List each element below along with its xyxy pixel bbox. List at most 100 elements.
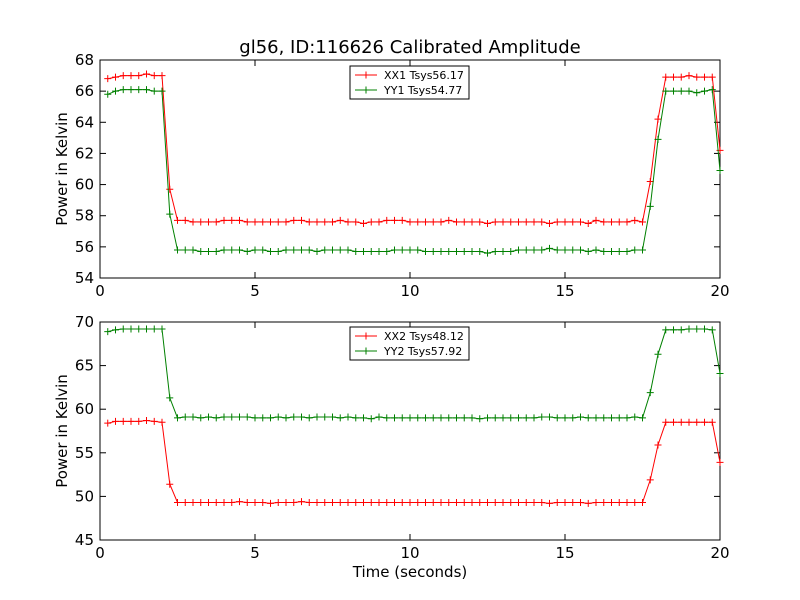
- data-point: [282, 414, 290, 422]
- data-point: [375, 218, 383, 226]
- y-tick-label: 45: [75, 531, 94, 549]
- data-point: [321, 246, 329, 254]
- data-point: [677, 73, 685, 81]
- x-tick-label: 10: [400, 544, 419, 562]
- y-tick-label: 68: [75, 51, 94, 69]
- data-point: [670, 73, 677, 81]
- data-point: [677, 87, 685, 95]
- data-point: [437, 499, 445, 507]
- data-point: [197, 414, 205, 422]
- data-point: [546, 413, 553, 421]
- data-point: [577, 413, 584, 421]
- data-point: [592, 216, 600, 224]
- data-point: [360, 499, 367, 507]
- data-point: [507, 499, 515, 507]
- data-point: [251, 218, 259, 226]
- data-point: [708, 86, 716, 94]
- x-tick-label: 20: [710, 282, 729, 300]
- data-point: [608, 218, 615, 226]
- data-point: [236, 216, 243, 224]
- data-point: [313, 248, 321, 256]
- data-point: [298, 246, 305, 254]
- data-point: [468, 218, 476, 226]
- y-tick-label: 70: [75, 313, 94, 331]
- x-tick-label: 20: [710, 544, 729, 562]
- data-point: [150, 417, 158, 425]
- data-point: [561, 499, 569, 507]
- data-point: [321, 218, 329, 226]
- data-point: [119, 417, 127, 425]
- data-point: [422, 248, 429, 256]
- data-point: [119, 86, 127, 94]
- data-point: [468, 499, 476, 507]
- data-point: [530, 414, 538, 422]
- data-point: [522, 499, 530, 507]
- data-point: [127, 325, 135, 333]
- data-point: [367, 248, 375, 256]
- data-point: [360, 414, 367, 422]
- data-point: [290, 216, 298, 224]
- y-tick-label: 62: [75, 144, 94, 162]
- data-point: [127, 417, 135, 425]
- data-point: [282, 246, 290, 254]
- data-point: [499, 499, 507, 507]
- data-point: [546, 220, 553, 227]
- data-point: [367, 218, 375, 226]
- data-point: [143, 325, 150, 333]
- bottom-plot-ylabel: Power in Kelvin: [53, 374, 71, 488]
- data-point: [499, 414, 507, 422]
- data-point: [104, 419, 112, 427]
- data-point: [375, 499, 383, 507]
- data-point: [654, 441, 662, 449]
- data-point: [329, 499, 336, 507]
- data-point: [127, 72, 135, 80]
- data-point: [561, 246, 569, 254]
- data-point: [398, 246, 406, 254]
- data-point: [422, 414, 429, 422]
- data-point: [693, 89, 701, 97]
- data-point: [220, 216, 228, 224]
- data-point: [236, 246, 243, 254]
- data-point: [375, 248, 383, 256]
- data-point: [158, 418, 166, 426]
- data-point: [600, 248, 608, 256]
- data-point: [127, 86, 135, 94]
- data-point: [205, 499, 212, 507]
- data-point: [135, 72, 143, 80]
- data-point: [336, 216, 344, 224]
- data-point: [639, 246, 646, 254]
- y-tick-label: 55: [75, 444, 94, 462]
- data-point: [158, 72, 166, 80]
- data-point: [693, 418, 701, 426]
- data-point: [414, 414, 422, 422]
- data-point: [515, 414, 522, 422]
- data-point: [166, 210, 174, 218]
- data-point: [150, 87, 158, 95]
- data-point: [515, 499, 522, 507]
- data-point: [708, 326, 716, 334]
- data-point: [569, 414, 577, 422]
- data-point: [243, 499, 251, 507]
- legend-label: YY2 Tsys57.92: [383, 345, 462, 358]
- data-point: [670, 87, 677, 95]
- data-point: [112, 87, 119, 95]
- data-point: [577, 499, 584, 507]
- data-point: [623, 499, 631, 507]
- data-point: [352, 499, 360, 507]
- data-point: [197, 218, 205, 226]
- data-point: [212, 248, 220, 256]
- data-point: [507, 218, 515, 226]
- data-point: [174, 246, 181, 254]
- data-point: [228, 499, 236, 507]
- data-point: [290, 413, 298, 421]
- data-point: [646, 177, 654, 185]
- data-point: [205, 218, 212, 226]
- data-point: [623, 218, 631, 226]
- data-point: [654, 115, 662, 123]
- data-point: [507, 414, 515, 422]
- data-point: [445, 414, 453, 422]
- data-point: [530, 218, 538, 226]
- data-point: [693, 325, 701, 333]
- data-point: [685, 87, 693, 95]
- x-tick-label: 10: [400, 282, 419, 300]
